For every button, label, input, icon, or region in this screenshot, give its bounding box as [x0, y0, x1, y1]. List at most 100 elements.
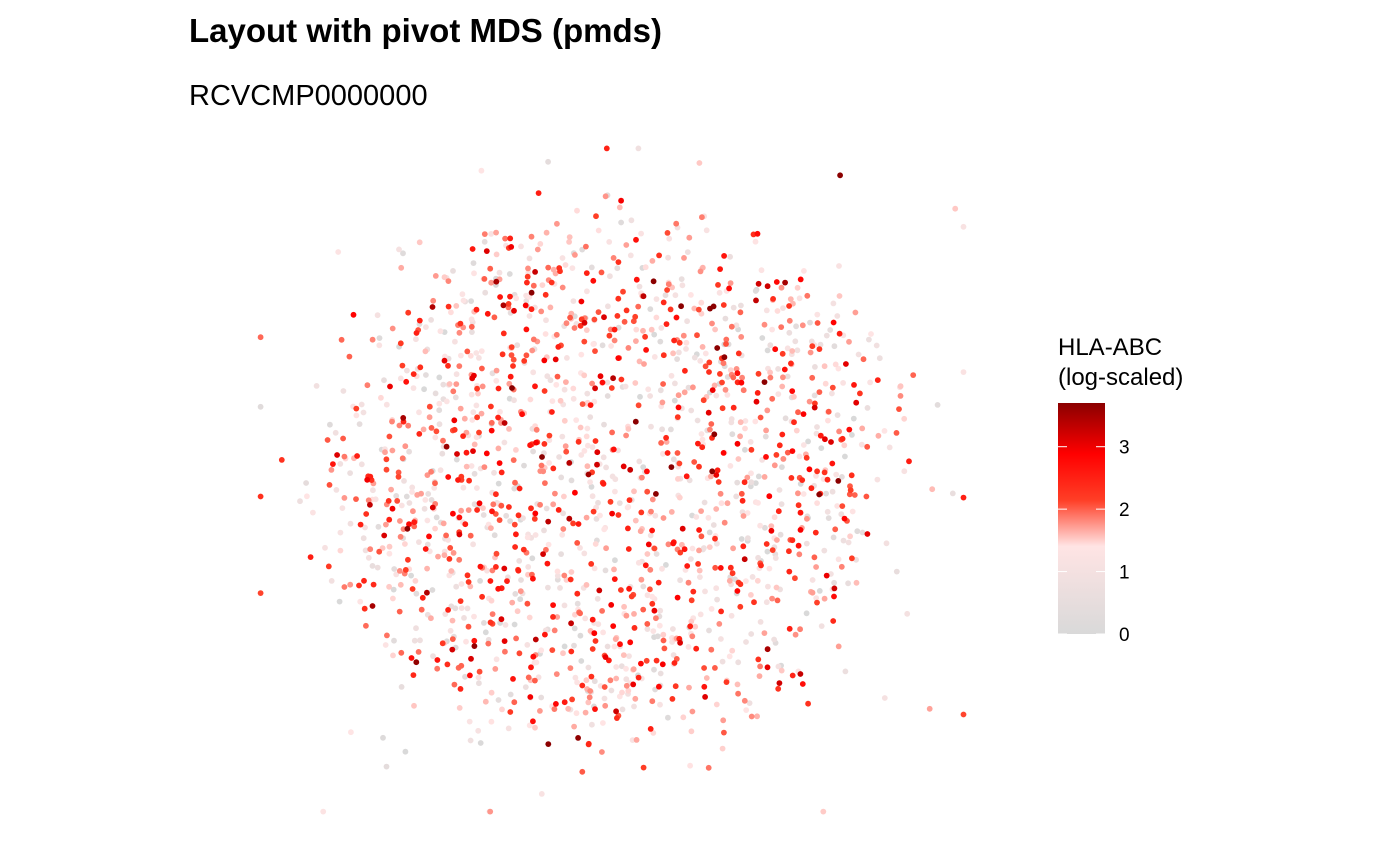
data-point: [771, 462, 778, 469]
data-point: [684, 563, 691, 569]
data-point: [553, 381, 560, 388]
data-point: [745, 535, 751, 541]
data-point: [708, 646, 715, 653]
data-point: [721, 729, 727, 736]
data-point: [703, 227, 710, 234]
data-point: [695, 306, 702, 313]
data-point: [773, 279, 780, 285]
data-point: [600, 480, 607, 487]
data-point: [530, 369, 537, 376]
data-point: [401, 478, 407, 484]
data-point: [812, 400, 818, 407]
data-point: [901, 415, 908, 422]
data-point: [416, 317, 423, 324]
data-point: [681, 546, 688, 553]
data-point: [523, 352, 530, 359]
data-point: [326, 482, 333, 488]
data-point: [390, 595, 396, 602]
data-point: [503, 512, 510, 519]
data-point: [554, 572, 561, 579]
data-point: [474, 385, 480, 392]
data-point: [764, 646, 771, 653]
data-point: [516, 558, 523, 564]
data-point: [453, 371, 460, 378]
data-point: [647, 532, 654, 539]
data-point: [604, 379, 611, 386]
data-point: [657, 607, 664, 614]
data-point: [416, 409, 422, 416]
data-point: [622, 383, 629, 390]
data-point: [606, 332, 613, 339]
data-point: [673, 220, 680, 227]
data-point: [529, 347, 536, 354]
data-point: [533, 426, 540, 433]
data-point: [467, 583, 474, 590]
data-point: [397, 340, 404, 347]
data-point: [591, 316, 598, 323]
data-point: [609, 510, 615, 517]
data-point: [610, 375, 616, 382]
data-point: [644, 626, 651, 632]
data-point: [860, 356, 867, 363]
data-point: [668, 426, 674, 433]
data-point: [337, 547, 344, 554]
data-point: [537, 708, 543, 714]
data-point: [498, 469, 505, 476]
data-point: [811, 392, 818, 399]
data-point: [773, 452, 780, 458]
data-point: [689, 708, 696, 715]
data-point: [350, 311, 357, 318]
data-point: [569, 265, 576, 271]
data-point: [579, 682, 586, 689]
data-point: [353, 405, 360, 412]
data-point: [405, 556, 411, 563]
data-point: [424, 472, 431, 478]
data-point: [599, 608, 605, 614]
data-point: [541, 527, 547, 534]
data-point: [743, 707, 750, 713]
data-point: [674, 356, 680, 362]
data-point: [362, 547, 369, 554]
data-point: [834, 313, 841, 319]
data-point: [650, 628, 657, 634]
data-point: [780, 305, 786, 311]
data-point: [679, 541, 685, 548]
data-point: [450, 550, 457, 556]
data-point: [583, 514, 590, 521]
data-point: [485, 640, 492, 647]
data-point: [723, 679, 730, 685]
data-point: [623, 242, 630, 248]
data-point: [719, 745, 726, 752]
data-point: [507, 709, 514, 715]
data-point: [648, 423, 654, 430]
data-point: [822, 436, 828, 443]
data-point: [873, 342, 880, 349]
data-point: [633, 276, 640, 283]
data-point: [591, 565, 598, 572]
data-point: [835, 556, 842, 563]
data-point: [716, 289, 723, 296]
data-point: [619, 706, 626, 713]
data-point: [566, 234, 573, 241]
data-point: [549, 398, 556, 404]
data-point: [738, 334, 745, 340]
data-point: [648, 326, 655, 333]
data-point: [807, 319, 813, 326]
data-point: [660, 299, 667, 306]
data-point: [670, 652, 677, 658]
data-point: [588, 561, 595, 567]
data-point: [660, 515, 667, 521]
data-point: [603, 145, 610, 152]
data-point: [712, 665, 718, 671]
data-point: [419, 594, 426, 601]
data-point: [602, 193, 609, 200]
data-point: [797, 626, 803, 633]
data-point: [502, 622, 509, 628]
data-point: [488, 718, 495, 725]
data-point: [365, 554, 372, 561]
data-point: [720, 717, 727, 724]
data-point: [524, 534, 531, 541]
data-point: [696, 463, 702, 470]
data-point: [709, 320, 715, 327]
data-point: [511, 397, 517, 404]
